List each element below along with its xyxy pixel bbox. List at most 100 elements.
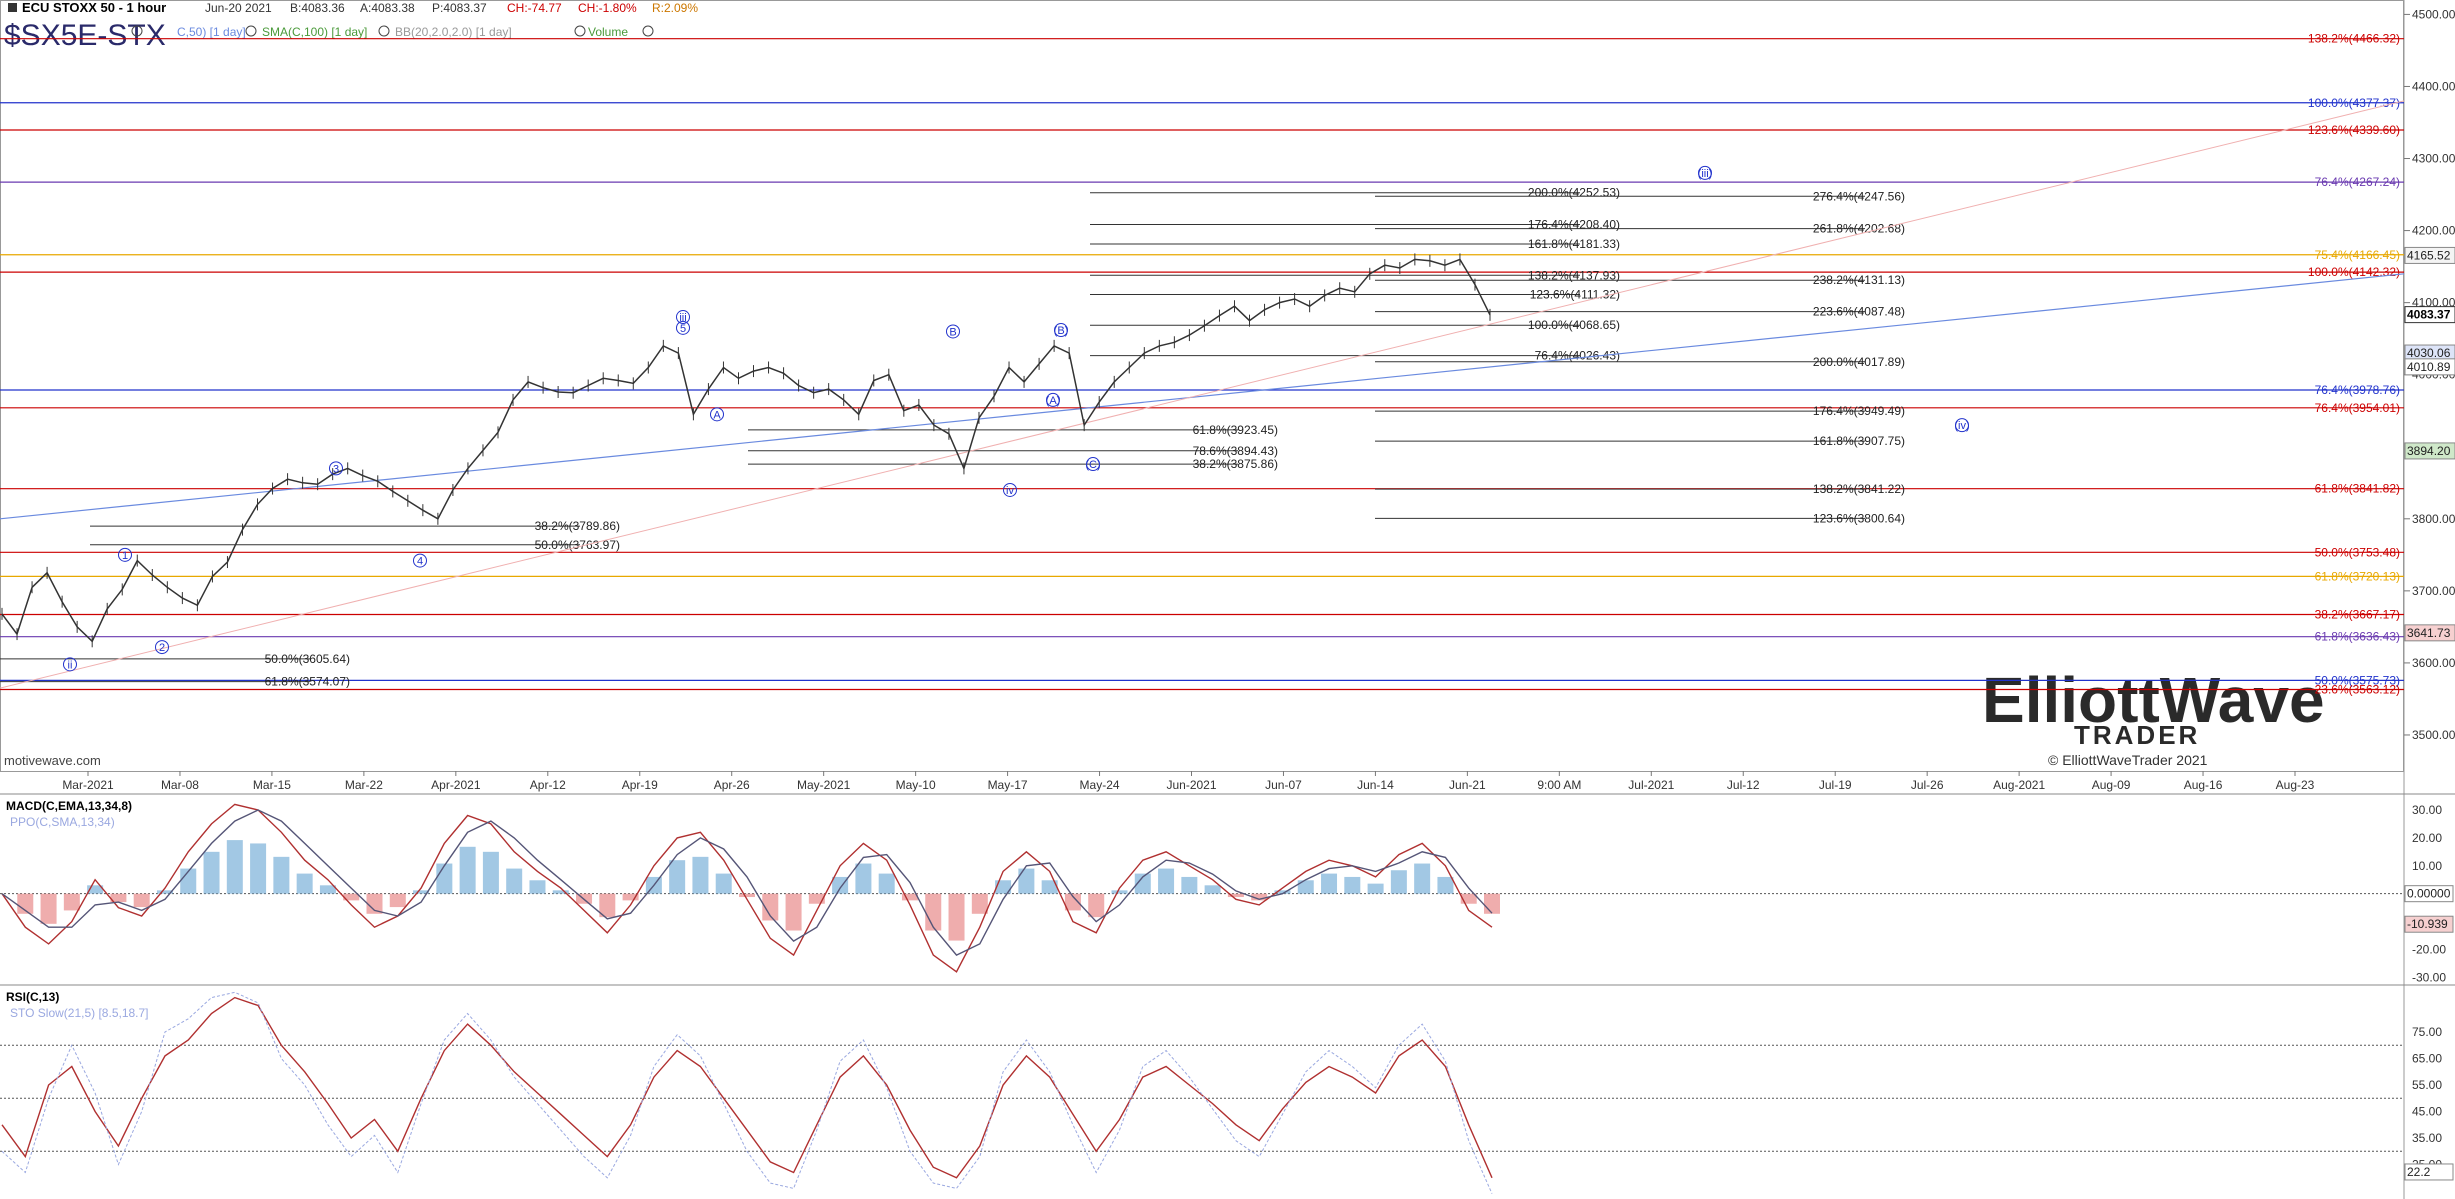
- indicator-line: [1, 803, 1493, 973]
- x-tick-label: Jun-21: [1449, 778, 1486, 792]
- axis-tag-box: [2404, 246, 2455, 264]
- header-bid: B:4083.36: [290, 1, 345, 15]
- chart-menu-icon[interactable]: [8, 3, 17, 12]
- header-change-pct: CH:-1.80%: [578, 1, 637, 15]
- macd-histogram-bar: [878, 873, 895, 894]
- macd-histogram-bar: [1460, 893, 1477, 904]
- wave-label: (iii): [1698, 168, 1713, 180]
- price-panel-frame: [0, 0, 2404, 772]
- macd-histogram-bar: [971, 893, 988, 914]
- macd-histogram-bar: [1227, 893, 1244, 898]
- macd-histogram-bar: [808, 893, 825, 904]
- macd-histogram-bar: [1111, 890, 1128, 894]
- macd-histogram-bar: [1344, 876, 1361, 894]
- target-label: 78.6%(3894.43): [1193, 444, 1278, 458]
- legend-bb: BB(20,2.0,2.0) [1 day]: [395, 25, 512, 39]
- y-tick-label: 4500.00: [2412, 7, 2455, 21]
- legend-sma: SMA(C,100) [1 day]: [262, 25, 367, 39]
- x-tick-label: Mar-15: [253, 778, 291, 792]
- price-tag-box: [2404, 306, 2455, 324]
- y-tick-label: 75.00: [2412, 1025, 2442, 1039]
- trendline: [0, 273, 2405, 520]
- x-tick-label: Jun-14: [1357, 778, 1394, 792]
- macd-histogram-bar: [63, 893, 80, 911]
- wave-label: (C): [1085, 459, 1100, 471]
- x-tick-label: Apr-2021: [431, 778, 481, 792]
- macd-histogram-bar: [413, 890, 430, 894]
- value-tag: -10.939: [2407, 917, 2448, 931]
- gear-icon[interactable]: [642, 25, 654, 37]
- gear-icon[interactable]: [131, 25, 143, 37]
- wave-marker: [1003, 482, 1017, 497]
- wave-marker: [946, 324, 960, 339]
- panel-legend: STO Slow(21,5) [8.5,18.7]: [10, 1006, 149, 1020]
- target-label: 123.6%(3800.64): [1813, 511, 1905, 525]
- target-label: 61.8%(3923.45): [1193, 423, 1278, 437]
- x-tick-label: Mar-2021: [62, 778, 114, 792]
- axis-tag: 4165.52: [2407, 248, 2451, 262]
- wave-marker: [1054, 323, 1068, 338]
- wave-label: 5: [680, 323, 686, 335]
- wave-label: A: [713, 409, 721, 421]
- macd-histogram-bar: [319, 885, 336, 894]
- wave-marker: [1955, 418, 1969, 433]
- macd-histogram-bar: [1484, 893, 1500, 914]
- macd-histogram-bar: [1134, 873, 1151, 894]
- y-tick-label: 3800.00: [2412, 512, 2455, 526]
- x-tick-label: Apr-26: [714, 778, 750, 792]
- x-tick-label: Jul-2021: [1628, 778, 1674, 792]
- macd-histogram-bar: [226, 840, 243, 894]
- macd-histogram-bar: [1064, 893, 1081, 911]
- macd-histogram-bar: [669, 860, 686, 894]
- target-label: 200.0%(4252.53): [1528, 186, 1620, 200]
- target-label: 176.4%(3949.49): [1813, 404, 1905, 418]
- indicator-line: [1, 809, 1493, 956]
- wave-marker: [1046, 392, 1060, 407]
- header-change: CH:-74.77: [507, 1, 562, 15]
- axis-tag-box: [2404, 624, 2455, 642]
- y-tick-label: 30.00: [2412, 803, 2442, 817]
- macd-histogram-bar: [855, 863, 872, 894]
- header-ask: A:4083.38: [360, 1, 415, 15]
- indicator-line: [1, 991, 1493, 1194]
- macd-histogram-bar: [1158, 868, 1175, 894]
- macd-histogram-bar: [715, 873, 732, 894]
- macd-histogram-bar: [156, 890, 173, 894]
- macd-histogram-bar: [1367, 883, 1384, 894]
- panel-legend: PPO(C,SMA,13,34): [10, 815, 115, 829]
- x-tick-label: Jun-2021: [1166, 778, 1216, 792]
- macd-histogram-bar: [762, 893, 779, 921]
- macd-histogram-bar: [622, 893, 639, 901]
- axis-tag: 3894.20: [2407, 444, 2451, 458]
- wave-marker: [1698, 165, 1712, 180]
- wave-label: 4: [417, 556, 423, 568]
- fib-label: 50.0%(3575.73): [2315, 673, 2400, 687]
- gear-icon[interactable]: [574, 25, 586, 37]
- macd-histogram-bar: [1018, 868, 1035, 894]
- y-tick-label: -20.00: [2412, 943, 2446, 957]
- x-tick-label: Mar-22: [345, 778, 383, 792]
- target-label: 161.8%(4181.33): [1528, 237, 1620, 251]
- x-tick-label: Aug-23: [2276, 778, 2315, 792]
- target-label: 50.0%(3605.64): [265, 652, 350, 666]
- macd-histogram-bar: [599, 893, 616, 918]
- x-tick-label: May-2021: [797, 778, 851, 792]
- x-tick-label: May-24: [1080, 778, 1120, 792]
- macd-histogram-bar: [459, 846, 476, 894]
- gear-icon[interactable]: [245, 25, 257, 37]
- macd-histogram-bar: [250, 843, 267, 894]
- wave-marker: [1086, 457, 1100, 472]
- logo-copyright: © ElliottWaveTrader 2021: [2048, 752, 2208, 768]
- target-label: 76.4%(4026.43): [1535, 349, 1620, 363]
- x-tick-label: Jul-26: [1911, 778, 1944, 792]
- macd-histogram-bar: [1274, 890, 1291, 894]
- header-price: P:4083.37: [432, 1, 487, 15]
- value-tag-box: [2404, 915, 2454, 933]
- fib-label: 100.0%(4142.32): [2308, 265, 2400, 279]
- macd-histogram-bar: [1297, 880, 1314, 894]
- gear-icon[interactable]: [378, 25, 390, 37]
- y-tick-label: 4400.00: [2412, 79, 2455, 93]
- wave-marker: [676, 310, 690, 325]
- legend-volume: Volume: [588, 25, 628, 39]
- x-tick-label: Mar-08: [161, 778, 199, 792]
